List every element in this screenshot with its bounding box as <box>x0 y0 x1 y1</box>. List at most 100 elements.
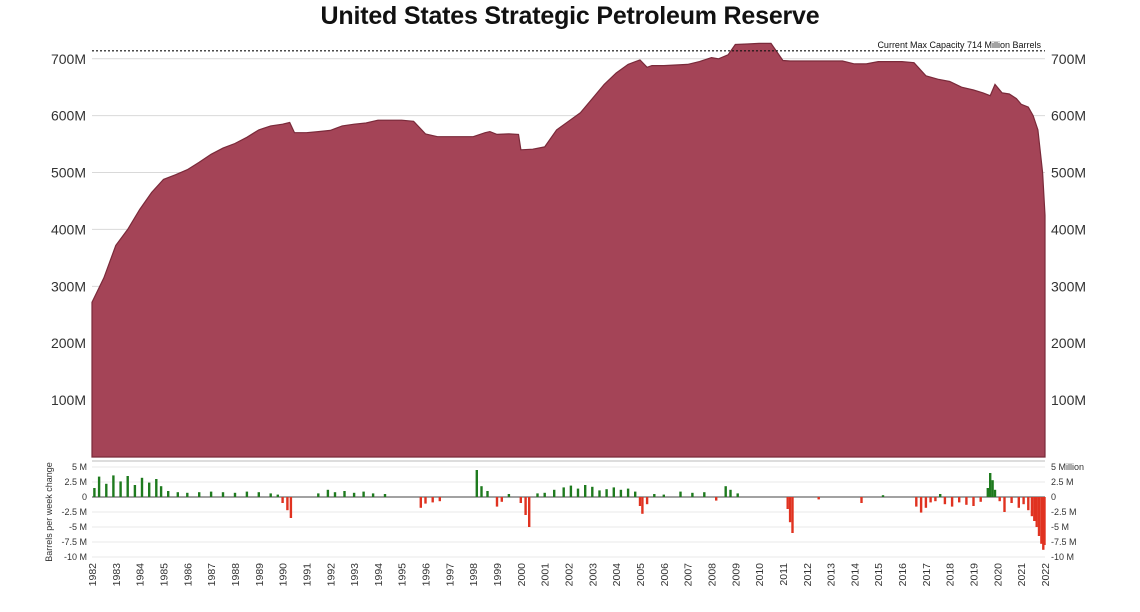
x-tick-year: 1992 <box>325 563 337 587</box>
bar-increase <box>598 490 601 497</box>
bar-increase <box>584 485 587 497</box>
bar-increase <box>703 492 706 497</box>
bar-decrease <box>289 497 293 518</box>
bar-increase <box>507 494 511 497</box>
bar-increase <box>612 487 615 497</box>
bar-decrease <box>1035 497 1038 527</box>
x-tick-year: 2019 <box>969 563 981 587</box>
bar-increase <box>989 473 992 497</box>
x-tick-year: 1983 <box>111 563 123 587</box>
bar-increase <box>993 489 997 497</box>
x-tick-year: 1995 <box>397 563 409 587</box>
bar-increase <box>991 480 994 497</box>
bar-increase <box>105 483 108 497</box>
x-tick-year: 1993 <box>349 563 361 587</box>
x-tick-year: 1987 <box>206 563 218 587</box>
x-tick-year: 2007 <box>683 563 695 587</box>
sub-y-tick-left: 5 M <box>72 462 87 472</box>
sub-y-tick-left: -10 M <box>64 552 87 562</box>
x-tick-year: 2022 <box>1040 563 1052 587</box>
main-y-tick-right: 500M <box>1051 165 1086 181</box>
bar-increase <box>133 485 137 497</box>
bar-increase <box>186 492 189 497</box>
x-tick-year: 2009 <box>730 563 742 587</box>
bar-increase <box>159 486 163 497</box>
sub-y-tick-right: -5 M <box>1051 522 1069 532</box>
bar-increase <box>140 477 144 497</box>
bar-decrease <box>715 497 718 501</box>
bar-decrease <box>495 497 499 507</box>
x-tick-year: 2015 <box>873 563 885 587</box>
bar-increase <box>634 491 637 497</box>
bar-decrease <box>519 497 522 503</box>
bar-increase <box>591 486 594 497</box>
x-tick-year: 1998 <box>468 563 480 587</box>
bar-decrease <box>281 497 284 503</box>
x-tick-year: 2014 <box>849 563 861 587</box>
bar-increase <box>881 495 885 497</box>
bar-decrease <box>924 497 928 508</box>
bar-decrease <box>1030 497 1034 517</box>
sub-gridlines <box>92 466 1045 558</box>
bar-increase <box>553 489 556 497</box>
bar-increase <box>543 492 546 497</box>
main-y-tick-left: 300M <box>51 278 86 294</box>
bar-decrease <box>791 497 794 533</box>
bar-increase <box>198 492 201 497</box>
sub-y-tick-right: -10 M <box>1051 552 1074 562</box>
bar-increase <box>93 488 96 497</box>
main-y-tick-left: 700M <box>51 51 86 67</box>
x-tick-year: 2008 <box>707 563 719 587</box>
x-tick-year: 2013 <box>826 563 838 587</box>
x-tick-year: 1982 <box>87 563 99 587</box>
bar-decrease <box>424 497 427 504</box>
x-tick-year: 1991 <box>301 563 313 587</box>
bar-decrease <box>972 497 975 506</box>
bar-increase <box>176 492 179 497</box>
bar-decrease <box>1037 497 1041 536</box>
bar-increase <box>729 489 732 497</box>
bar-increase <box>209 491 213 497</box>
bar-decrease <box>934 497 937 502</box>
bar-decrease <box>528 497 531 527</box>
bar-decrease <box>919 497 923 513</box>
bar-decrease <box>1043 497 1046 545</box>
x-tick-year: 1985 <box>159 563 171 587</box>
bar-increase <box>626 488 630 497</box>
bar-increase <box>562 487 565 497</box>
sub-y-tick-left: -7.5 M <box>61 537 87 547</box>
x-tick-year: 1999 <box>492 563 504 587</box>
bar-decrease <box>979 497 982 502</box>
bar-decrease <box>1022 497 1025 505</box>
bar-increase <box>475 470 478 497</box>
bar-decrease <box>638 497 642 506</box>
x-tick-year: 2016 <box>897 563 909 587</box>
sub-y-tick-right: 5 Million <box>1051 462 1084 472</box>
x-tick-year: 2005 <box>635 563 647 587</box>
bar-decrease <box>1003 497 1006 512</box>
bar-decrease <box>419 497 422 508</box>
bar-increase <box>605 489 608 497</box>
bar-decrease <box>915 497 918 507</box>
bar-decrease <box>500 497 503 502</box>
weekly-change-bars <box>93 470 1046 550</box>
main-y-tick-right: 100M <box>1051 392 1086 408</box>
main-y-tick-right: 200M <box>1051 335 1086 351</box>
x-tick-year: 2020 <box>992 563 1004 587</box>
main-y-tick-right: 700M <box>1051 51 1086 67</box>
bar-decrease <box>958 497 961 503</box>
main-y-tick-right: 600M <box>1051 108 1086 124</box>
x-tick-year: 2021 <box>1016 563 1028 587</box>
bar-increase <box>333 492 337 497</box>
bar-increase <box>569 485 573 497</box>
x-tick-year: 1997 <box>444 563 456 587</box>
bar-decrease <box>1040 497 1043 544</box>
bar-decrease <box>645 497 649 505</box>
bar-decrease <box>860 497 863 503</box>
bar-increase <box>126 476 129 497</box>
bar-decrease <box>431 497 434 503</box>
bar-increase <box>486 491 489 497</box>
bar-increase <box>371 493 375 497</box>
bar-increase <box>576 488 580 497</box>
bar-increase <box>679 491 682 497</box>
